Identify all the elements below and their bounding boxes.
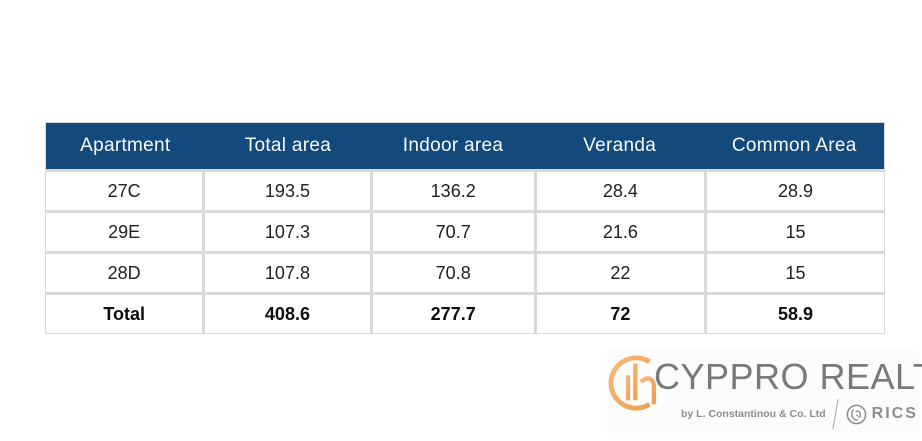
table-cell: 70.7 — [372, 213, 534, 251]
table-cell: 28D — [46, 254, 203, 292]
table-cell: 22 — [536, 254, 704, 292]
header-cell-veranda: Veranda — [583, 135, 657, 156]
cyppro-building-icon — [607, 352, 665, 414]
table-cell: 70.8 — [372, 254, 534, 292]
table-cell: 28.9 — [707, 172, 884, 210]
table-cell: 27C — [46, 172, 203, 210]
header-cell-indoor-area: Indoor area — [402, 135, 504, 156]
table-cell: 29E — [46, 213, 203, 251]
table-cell: 193.5 — [205, 172, 370, 210]
rics-label: RICS — [871, 405, 918, 422]
table-cell: 15 — [707, 213, 884, 251]
apartment-area-table: Apartment Total area Indoor area Veranda… — [45, 122, 885, 334]
header-cell-apartment: Apartment — [80, 135, 171, 156]
brand-name: CYPPRO REALTY — [654, 356, 922, 397]
cyppro-realty-logo: CYPPRO REALTY by L. Constantinou & Co. L… — [607, 349, 922, 433]
vertical-divider — [832, 399, 839, 429]
table-cell: 15 — [707, 254, 884, 292]
byline-text: by L. Constantinou & Co. Ltd — [681, 408, 826, 420]
table-cell-total: 408.6 — [205, 295, 370, 333]
logo-subline: by L. Constantinou & Co. Ltd RICS — [681, 399, 918, 429]
rics-lion-icon — [846, 404, 867, 424]
table-cell-total: 72 — [536, 295, 704, 333]
table-cell: 21.6 — [536, 213, 704, 251]
table-cell: 107.8 — [205, 254, 370, 292]
table-cell-total-label: Total — [46, 295, 203, 333]
table-cell: 107.3 — [205, 213, 370, 251]
rics-badge: RICS — [845, 403, 918, 426]
table-cell-total: 58.9 — [707, 295, 884, 333]
table-header-row: Apartment Total area Indoor area Veranda… — [46, 123, 884, 169]
table-cell: 28.4 — [536, 172, 704, 210]
table-cell-total: 277.7 — [372, 295, 534, 333]
header-cell-total-area: Total area — [244, 135, 332, 156]
table-cell: 136.2 — [372, 172, 534, 210]
table-body: 27C 193.5 136.2 28.4 28.9 29E 107.3 70.7… — [46, 169, 884, 333]
header-cell-common-area: Common Area — [731, 135, 857, 156]
